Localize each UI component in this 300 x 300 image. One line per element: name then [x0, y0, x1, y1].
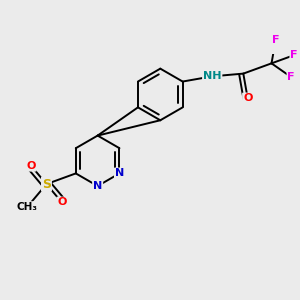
Text: O: O [57, 197, 67, 208]
Text: O: O [243, 93, 252, 103]
Text: F: F [290, 50, 298, 60]
Text: N: N [93, 181, 102, 191]
Text: S: S [42, 178, 51, 190]
Text: N: N [115, 168, 124, 178]
Text: F: F [272, 35, 279, 45]
Text: NH: NH [203, 71, 221, 81]
Text: F: F [287, 72, 295, 82]
Text: O: O [26, 161, 36, 171]
Text: CH₃: CH₃ [17, 202, 38, 212]
